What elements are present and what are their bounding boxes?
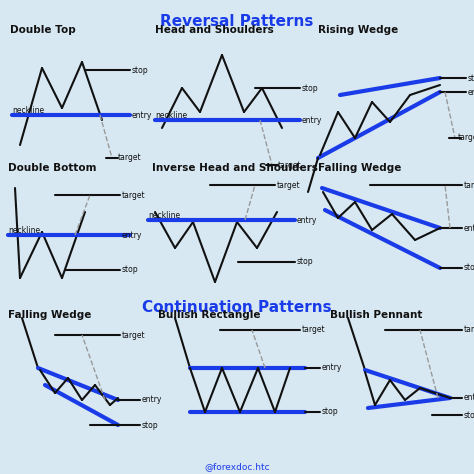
Text: @forexdoc.htc: @forexdoc.htc	[204, 462, 270, 471]
Text: Bullish Rectangle: Bullish Rectangle	[158, 310, 261, 320]
Text: entry: entry	[322, 364, 342, 373]
Text: neckline: neckline	[12, 106, 44, 115]
Text: target: target	[278, 161, 301, 170]
Text: stop: stop	[302, 83, 319, 92]
Text: stop: stop	[464, 410, 474, 419]
Text: Inverse Head and Shoulders: Inverse Head and Shoulders	[152, 163, 318, 173]
Text: entry: entry	[132, 110, 152, 119]
Text: stop: stop	[297, 257, 314, 266]
Text: Continuation Patterns: Continuation Patterns	[142, 300, 332, 315]
Text: Bullish Pennant: Bullish Pennant	[330, 310, 422, 320]
Text: stop: stop	[468, 73, 474, 82]
Text: entry: entry	[464, 393, 474, 402]
Text: target: target	[122, 330, 146, 339]
Text: target: target	[464, 181, 474, 190]
Text: neckline: neckline	[148, 211, 180, 220]
Text: entry: entry	[297, 216, 318, 225]
Text: target: target	[118, 154, 142, 163]
Text: target: target	[277, 181, 301, 190]
Text: Double Bottom: Double Bottom	[8, 163, 97, 173]
Text: target: target	[122, 191, 146, 200]
Text: entry: entry	[464, 224, 474, 233]
Text: Reversal Patterns: Reversal Patterns	[160, 14, 314, 29]
Text: entry: entry	[468, 88, 474, 97]
Text: target: target	[464, 326, 474, 335]
Text: target: target	[302, 326, 326, 335]
Text: entry: entry	[302, 116, 322, 125]
Text: stop: stop	[122, 265, 138, 274]
Text: stop: stop	[132, 65, 149, 74]
Text: entry: entry	[122, 230, 142, 239]
Text: target: target	[458, 134, 474, 143]
Text: neckline: neckline	[8, 226, 40, 235]
Text: entry: entry	[142, 395, 163, 404]
Text: Falling Wedge: Falling Wedge	[318, 163, 401, 173]
Text: Double Top: Double Top	[10, 25, 76, 35]
Text: stop: stop	[464, 264, 474, 273]
Text: neckline: neckline	[155, 111, 187, 120]
Text: stop: stop	[322, 408, 338, 417]
Text: stop: stop	[142, 420, 159, 429]
Text: Head and Shoulders: Head and Shoulders	[155, 25, 274, 35]
Text: Rising Wedge: Rising Wedge	[318, 25, 398, 35]
Text: Falling Wedge: Falling Wedge	[8, 310, 91, 320]
